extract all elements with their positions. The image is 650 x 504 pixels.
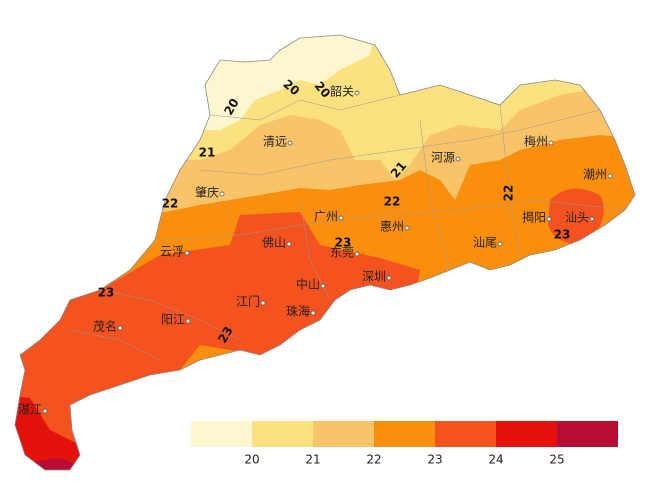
city-label: 广州 (314, 210, 338, 224)
city-marker (320, 283, 326, 289)
city-marker (310, 310, 316, 316)
city-marker (185, 318, 191, 324)
city-label: 韶关 (330, 84, 354, 99)
legend-swatch (252, 421, 313, 447)
city-label: 东莞 (330, 246, 354, 260)
city-marker (548, 140, 554, 146)
contour-label: 22 (384, 195, 401, 209)
city-marker (42, 408, 48, 414)
legend-tick-label: 25 (549, 453, 564, 467)
band (150, 35, 380, 130)
city-marker (354, 251, 360, 257)
city-label: 揭阳 (522, 210, 546, 225)
legend-tick-label: 20 (244, 453, 259, 467)
city-marker (219, 191, 225, 197)
legend-swatch (496, 421, 557, 447)
legend: 20 21 22 23 24 25 (191, 421, 618, 467)
legend-swatch (374, 421, 435, 447)
band (20, 458, 90, 470)
city-marker (338, 215, 344, 221)
city-label: 肇庆 (195, 185, 219, 200)
legend-tick-label: 21 (305, 453, 320, 467)
city-label: 湛江 (18, 403, 42, 417)
contour-label: 21 (199, 146, 216, 160)
city-label: 阳江 (161, 313, 185, 327)
city-marker (286, 241, 292, 247)
city-label: 河源 (431, 151, 455, 165)
city-label: 清远 (263, 135, 287, 149)
city-marker (287, 140, 293, 146)
legend-swatch (435, 421, 496, 447)
band (15, 212, 420, 470)
city-label: 潮州 (583, 167, 607, 182)
county-borders (69, 94, 626, 361)
legend-tick-label: 24 (488, 453, 503, 467)
legend-swatch (557, 421, 618, 447)
contour-label: 23 (554, 228, 571, 242)
city-marker (386, 275, 392, 281)
city-label: 汕头 (565, 211, 589, 225)
city-marker (607, 173, 613, 179)
city-marker (546, 216, 552, 222)
city-label: 汕尾 (473, 236, 497, 250)
band (15, 395, 90, 470)
contour-label: 22 (162, 197, 179, 211)
city-marker (260, 300, 266, 306)
city-marker (589, 216, 595, 222)
city-label: 深圳 (362, 270, 386, 284)
city-marker (497, 241, 503, 247)
city-label: 佛山 (262, 236, 286, 250)
contour-label: 23 (335, 236, 352, 250)
legend-swatch (191, 421, 252, 447)
contour-label: 22 (502, 185, 516, 202)
legend-swatch (313, 421, 374, 447)
city-label: 云浮 (160, 245, 184, 259)
legend-tick-label: 23 (427, 453, 442, 467)
city-marker (184, 250, 190, 256)
city-label: 惠州 (380, 220, 404, 234)
city-marker (117, 325, 123, 331)
city-label: 茂名 (93, 319, 117, 334)
legend-tick-label: 22 (366, 453, 381, 467)
contour-label: 23 (98, 286, 115, 300)
city-marker (354, 90, 360, 96)
city-marker (455, 156, 461, 162)
city-label: 江门 (236, 294, 260, 309)
city-label: 珠海 (286, 304, 310, 319)
city-label: 中山 (296, 277, 320, 292)
city-label: 梅州 (524, 134, 548, 149)
city-marker (404, 225, 410, 231)
